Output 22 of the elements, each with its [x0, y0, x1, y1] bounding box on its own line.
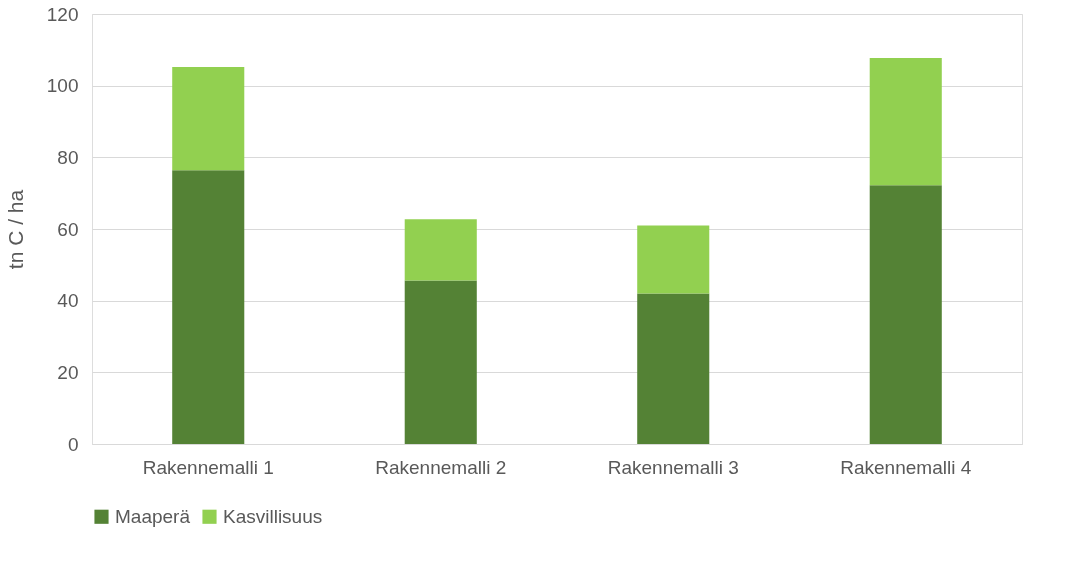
x-tick-label: Rakennemalli 1: [142, 456, 274, 478]
y-tick-label: 80: [57, 146, 79, 168]
y-tick-label: 60: [57, 218, 79, 240]
y-tick-label: 0: [67, 433, 79, 455]
y-tick-label: 120: [46, 3, 79, 25]
y-axis-title: tn C / ha: [3, 189, 27, 270]
x-tick-label: Rakennemalli 2: [375, 456, 507, 478]
bar: [172, 67, 245, 171]
bar: [637, 225, 710, 294]
y-tick-label: 20: [57, 361, 79, 383]
y-tick-label: 100: [46, 75, 79, 97]
x-tick-label: Rakennemalli 4: [840, 456, 972, 478]
bar: [637, 293, 710, 444]
bar: [404, 280, 477, 444]
legend-label: Kasvillisuus: [223, 505, 323, 527]
bar: [869, 58, 942, 186]
bar: [869, 185, 942, 444]
y-tick-label: 40: [57, 290, 79, 312]
bar: [404, 219, 477, 281]
legend-label: Maaperä: [115, 505, 191, 527]
bar: [172, 170, 245, 444]
x-tick-label: Rakennemalli 3: [607, 456, 739, 478]
